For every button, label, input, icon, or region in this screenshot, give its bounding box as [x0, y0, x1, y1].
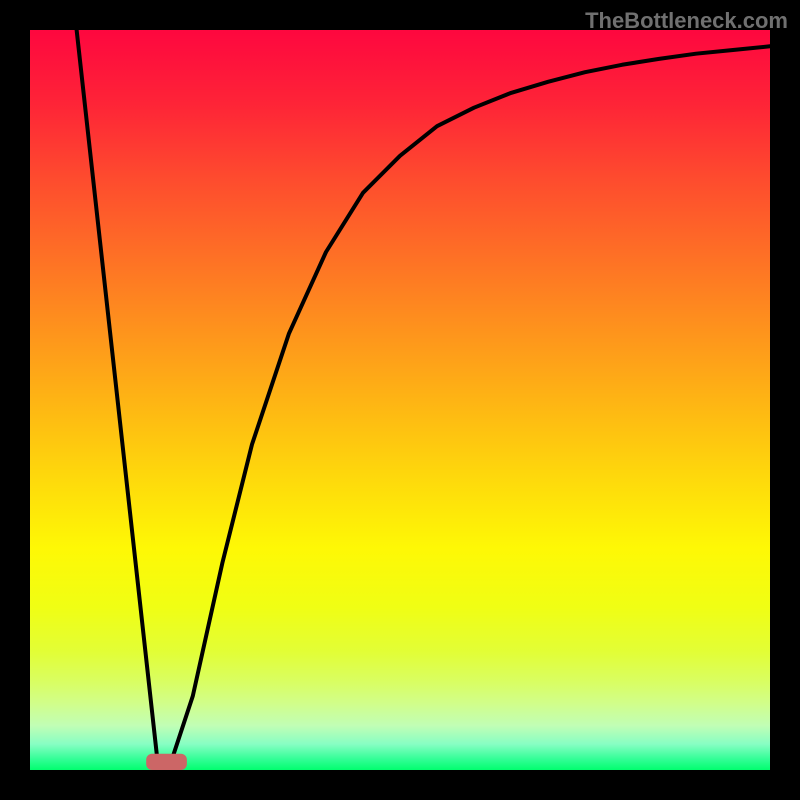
- bottleneck-chart: [0, 0, 800, 800]
- watermark-text: TheBottleneck.com: [585, 8, 788, 34]
- valley-marker: [146, 754, 187, 770]
- chart-container: TheBottleneck.com: [0, 0, 800, 800]
- chart-gradient-bg: [30, 30, 770, 770]
